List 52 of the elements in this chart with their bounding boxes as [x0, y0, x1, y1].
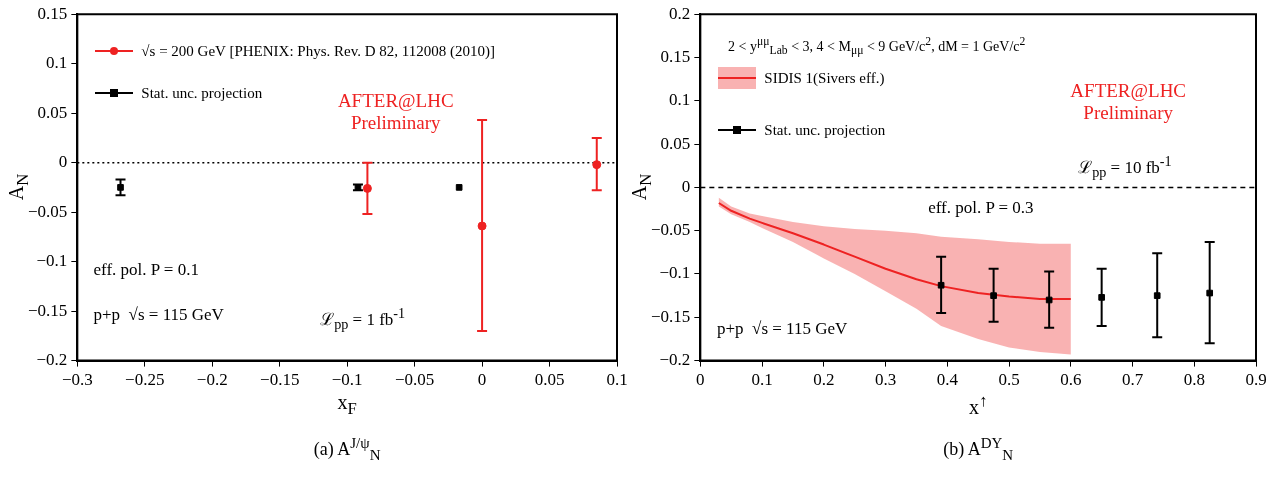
- x-tick-label: 0.1: [751, 370, 773, 390]
- y-tick-label: 0.2: [669, 3, 691, 23]
- x-tick-label: 0.8: [1183, 370, 1205, 390]
- y-tick-label: 0: [681, 176, 691, 196]
- x-tick-label: 0.05: [534, 370, 565, 390]
- x-tick-label: 0.9: [1245, 370, 1267, 390]
- x-tick-label: −0.05: [394, 370, 435, 390]
- y-tick-label: 0.05: [660, 133, 691, 153]
- x-tick-label: −0.1: [331, 370, 363, 390]
- text: 2 < y$^{μμ}$$_{Lab}$ < 3, 4 < M$_{μμ}$ < 9 GeV/c$^{2}$, dM = 1 GeV/c$^{2}$: [728, 34, 1026, 58]
- y-tick-label: 0.1: [46, 53, 68, 73]
- y-tick-label: −0.05: [650, 220, 691, 240]
- x-tick-label: 0.2: [813, 370, 835, 390]
- legend-label: √s = 200 GeV [PHENIX: Phys. Rev. D 82, 112008 (2010)]: [141, 42, 495, 60]
- annotation: ℒ$_{pp}$ = 1 fb$^{-1}$: [320, 305, 406, 333]
- x-tick-label: 0.4: [936, 370, 959, 390]
- x-tick-label: 0.7: [1121, 370, 1144, 390]
- x-tick-label: 0.3: [874, 370, 897, 390]
- annotation: p+p √s = 115 GeV: [717, 319, 848, 339]
- y-tick-label: −0.1: [36, 251, 68, 271]
- x-tick-label: 0.6: [1060, 370, 1082, 390]
- y-tick-label: 0.15: [37, 3, 68, 23]
- y-tick-label: −0.2: [36, 350, 68, 370]
- x-tick-label: −0.25: [125, 370, 165, 390]
- x-axis-title: x$_{F}$: [337, 390, 357, 418]
- annotation: eff. pol. P = 0.3: [928, 197, 1034, 218]
- y-tick-label: 0.05: [37, 102, 68, 122]
- x-tick-label: 0: [696, 370, 705, 390]
- x-tick-label: 0.5: [998, 370, 1020, 390]
- annotation: AFTER@LHC Preliminary: [337, 90, 454, 135]
- point: [455, 184, 463, 191]
- y-tick-label: 0.15: [660, 46, 691, 66]
- annotation: AFTER@LHC Preliminary: [1070, 80, 1187, 124]
- y-tick-label: 0.1: [669, 90, 691, 110]
- annotation: ℒ$_{pp}$ = 10 fb$^{-1}$: [1078, 152, 1172, 181]
- legend-label: SIDIS 1(Sivers eff.): [764, 69, 885, 87]
- y-tick-label: −0.1: [659, 263, 691, 283]
- x-tick-label: 0.1: [606, 370, 628, 390]
- annotation: eff. pol. P = 0.1: [93, 260, 199, 280]
- legend-label: Stat. unc. projection: [764, 121, 886, 139]
- legend-label: Stat. unc. projection: [141, 84, 263, 102]
- y-tick-label: −0.2: [659, 350, 691, 370]
- x-tick-label: −0.2: [196, 370, 228, 390]
- x-tick-label: −0.3: [61, 370, 93, 390]
- y-tick-label: −0.15: [650, 306, 691, 326]
- x-tick-label: −0.15: [260, 370, 300, 390]
- annotation: p+p √s = 115 GeV: [93, 305, 224, 325]
- y-tick-label: 0: [58, 152, 68, 172]
- x-tick-label: 0: [477, 370, 487, 390]
- y-tick-label: −0.15: [27, 300, 68, 320]
- x-axis-title: x$^{↑}$: [968, 390, 988, 419]
- y-tick-label: −0.05: [27, 201, 68, 221]
